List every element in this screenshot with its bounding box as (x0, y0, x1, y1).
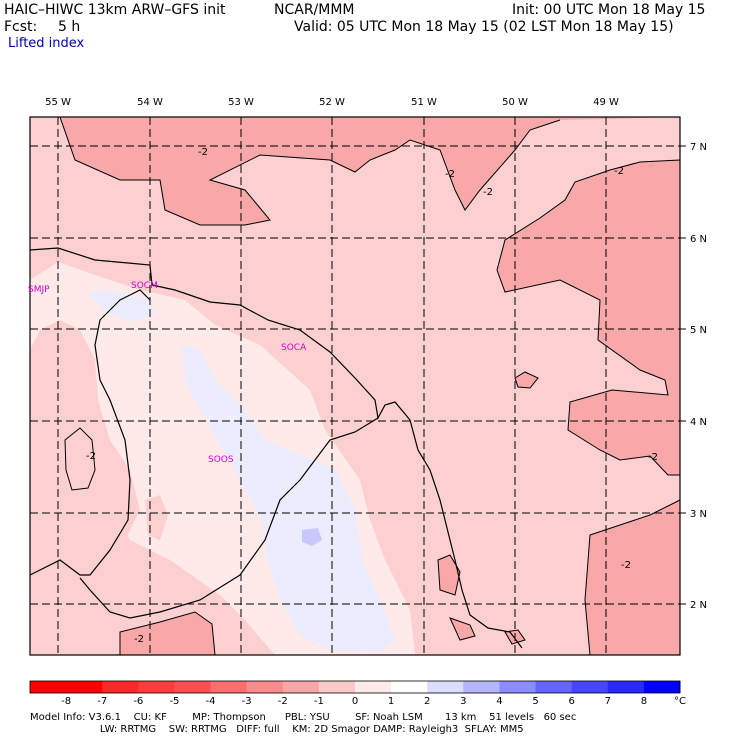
colorbar-box (535, 681, 573, 693)
contour-label: -2 (621, 560, 631, 571)
colorbar-frame (29, 680, 681, 694)
station-smjp: SMJP (28, 285, 50, 295)
coastline-borders (29, 247, 523, 649)
colorbar-unit: °C (674, 696, 686, 707)
colorbar-box (427, 681, 464, 693)
colorbar-box (391, 681, 428, 693)
valid-time: Valid: 05 UTC Mon 18 May 15 (02 LST Mon … (294, 19, 674, 35)
colorbar-tick-label: 2 (424, 696, 430, 707)
colorbar-box (138, 681, 175, 693)
contour-label: -2 (445, 169, 455, 180)
lat-label-7n: 7 N (690, 142, 707, 153)
colorbar-tick-label: 1 (388, 696, 394, 707)
model-info-line2: LW: RRTMG SW: RRTMG DIFF: full KM: 2D Sm… (30, 724, 524, 735)
colorbar-box (607, 681, 645, 693)
contour-lines (59, 116, 681, 656)
colorbar-box (282, 681, 320, 693)
contour-label: -2 (483, 187, 493, 198)
map-frame (29, 116, 681, 656)
colorbar-tick-label: -5 (169, 696, 179, 707)
colorbar-box (102, 681, 139, 693)
lon-label-55w: 55 W (45, 97, 71, 108)
graticule (30, 117, 680, 655)
init-time: Init: 00 UTC Mon 18 May 15 (512, 2, 706, 18)
colorbar-tick-label: 6 (568, 696, 574, 707)
lat-label-4n: 4 N (690, 417, 707, 428)
colorbar-box (246, 681, 284, 693)
colorbar-tick-label: 4 (496, 696, 502, 707)
forecast-hours: 5 h (58, 19, 81, 35)
colorbar-box (571, 681, 609, 693)
colorbar-box (355, 681, 392, 693)
colorbar-box (318, 681, 356, 693)
station-socm: SOCM (131, 281, 158, 291)
fill-region-island-2 (145, 495, 168, 540)
lat-label-6n: 6 N (690, 234, 707, 245)
colorbar-box (463, 681, 500, 693)
model-info-line1: Model Info: V3.6.1 CU: KF MP: Thompson P… (30, 712, 577, 723)
colorbar-box (643, 681, 681, 693)
lon-label-51w: 51 W (411, 97, 437, 108)
colorbar-tick-label: -7 (97, 696, 107, 707)
contour-label: -2 (648, 452, 658, 463)
colorbar-tick-label: -3 (242, 696, 252, 707)
field-name: Lifted index (8, 36, 85, 51)
colorbar-tick-label: 7 (605, 696, 611, 707)
colorbar-box (30, 681, 67, 693)
lon-label-52w: 52 W (319, 97, 345, 108)
contour-label: -2 (134, 634, 144, 645)
colorbar-tick-label: 3 (460, 696, 466, 707)
colorbar-box (66, 681, 103, 693)
fill-region-blue-deep (302, 528, 322, 546)
fill-regions-blue (88, 290, 395, 652)
lon-label-53w: 53 W (228, 97, 254, 108)
colorbar-tick-label: -1 (314, 696, 324, 707)
lon-label-54w: 54 W (137, 97, 163, 108)
colorbar-tick-label: -6 (133, 696, 143, 707)
colorbar-box (210, 681, 248, 693)
colorbar-box (174, 681, 212, 693)
contour-label: -2 (198, 147, 208, 158)
center-label: NCAR/MMM (274, 2, 355, 18)
fill-region-island (30, 320, 140, 560)
colorbar-tick-label: 0 (352, 696, 358, 707)
lat-label-5n: 5 N (690, 325, 707, 336)
colorbar (30, 681, 681, 693)
colorbar-tick-label: 8 (641, 696, 647, 707)
contour-label: -2 (86, 451, 96, 462)
lat-label-2n: 2 N (690, 600, 707, 611)
colorbar-box (499, 681, 537, 693)
lon-label-50w: 50 W (502, 97, 528, 108)
colorbar-tick-label: -8 (61, 696, 71, 707)
lon-label-49w: 49 W (593, 97, 619, 108)
lat-ticks (680, 145, 686, 605)
contour-label: -2 (614, 166, 624, 177)
station-soca: SOCA (281, 343, 307, 353)
colorbar-tick-label: -4 (206, 696, 216, 707)
model-title: HAIC–HIWC 13km ARW–GFS init (4, 2, 226, 18)
forecast-label: Fcst: (4, 19, 38, 35)
colorbar-tick-label: 5 (532, 696, 538, 707)
station-soos: SOOS (208, 455, 234, 465)
lat-label-3n: 3 N (690, 509, 707, 520)
colorbar-tick-label: -2 (278, 696, 288, 707)
